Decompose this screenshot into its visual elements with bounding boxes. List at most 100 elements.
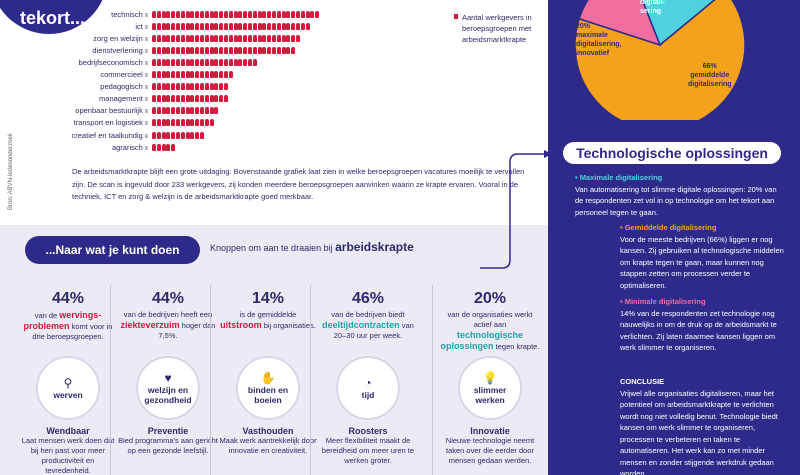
desc-highlight: uitstroom (220, 320, 262, 330)
lever-description: van de bedrijven biedt deeltijdcontracte… (318, 310, 418, 346)
person-icon (152, 95, 156, 103)
bar-agrarisch (152, 143, 176, 151)
person-icon (161, 58, 166, 66)
person-icon (166, 10, 171, 18)
person-icon (175, 119, 180, 127)
person-icon (199, 10, 204, 18)
max-block: • Maximale digitalisering Van automatise… (575, 172, 785, 218)
person-icon (185, 95, 190, 103)
person-icon (175, 10, 180, 18)
person-icon (152, 119, 156, 127)
person-icon (204, 71, 209, 78)
person-icon (152, 131, 156, 139)
person-icon (271, 34, 276, 42)
person-icon (166, 71, 171, 78)
person-icon (180, 71, 185, 78)
person-icon (238, 34, 243, 42)
desc-a: van de bedrijven heeft een (123, 310, 213, 319)
lever-button[interactable]: ◔ tijd (336, 356, 400, 420)
person-icon (180, 10, 185, 18)
person-icon (252, 10, 257, 18)
person-icon (252, 22, 257, 30)
subtitle-b: arbeidskrapte (335, 240, 414, 254)
lever-button[interactable]: 💡 slimmer werken (458, 356, 522, 420)
pie-slice-2 (578, 0, 662, 47)
lever-button-label: binden en boeien (247, 385, 289, 405)
lever-button[interactable]: ✋ binden en boeien (236, 356, 300, 420)
person-icon (214, 95, 219, 103)
person-icon (233, 46, 238, 54)
person-icon (180, 34, 185, 42)
person-icon (219, 46, 224, 54)
person-icon (257, 22, 262, 30)
person-icon (195, 22, 200, 30)
person-icon (190, 71, 195, 78)
person-icon (281, 22, 286, 30)
person-icon (305, 22, 310, 30)
bar-transport-en-logistiek (152, 119, 214, 127)
desc-b: komt voor in drie beroepsgroepen. (32, 322, 113, 341)
person-icon (161, 107, 166, 115)
person-icon (175, 46, 180, 54)
person-icon (171, 58, 176, 66)
chart-row: management (70, 93, 229, 105)
person-icon (228, 58, 233, 66)
desc-highlight: wervings-problemen (23, 310, 102, 331)
person-icon (243, 22, 248, 30)
person-icon (152, 107, 156, 115)
person-icon (238, 10, 243, 18)
person-icon (199, 107, 204, 115)
connector-arrow (480, 150, 552, 269)
person-icon (161, 46, 166, 54)
person-icon (219, 83, 224, 91)
category-label: dienstverlening (70, 46, 152, 55)
lever-name: Vasthouden (242, 426, 294, 436)
person-icon (180, 119, 185, 127)
category-label: technisch (70, 10, 152, 19)
person-icon (223, 34, 228, 42)
chart-row: transport en logistiek (70, 117, 214, 129)
person-icon (209, 10, 214, 18)
person-icon (166, 119, 171, 127)
lever-button[interactable]: ♥ welzijn en gezondheid (136, 356, 200, 420)
person-icon (214, 46, 219, 54)
person-icon (228, 34, 233, 42)
person-icon (199, 46, 204, 54)
person-icon (185, 10, 190, 18)
person-icon (152, 83, 156, 91)
chart-row: pedagogisch (70, 81, 229, 93)
person-icon (161, 10, 166, 18)
chart-row: ict (70, 20, 310, 32)
person-icon (286, 22, 291, 30)
person-icon (166, 34, 171, 42)
person-icon (156, 34, 161, 42)
pie-label-orange: 66% gemiddelde digitalisering (688, 63, 732, 88)
person-icon (185, 46, 190, 54)
person-icon (223, 22, 228, 30)
category-label: transport en logistiek (70, 118, 152, 127)
person-icon (171, 143, 176, 151)
person-icon (166, 107, 171, 115)
bar-technisch (152, 10, 320, 18)
person-icon (166, 22, 171, 30)
tech-title: Technologische oplossingen (563, 142, 781, 164)
column-divider (110, 285, 111, 475)
person-icon (243, 46, 248, 54)
category-label: ict (70, 22, 152, 31)
lever-button[interactable]: ⚲ werven (36, 356, 100, 420)
section-subtitle: Knoppen om aan te draaien bij arbeidskra… (210, 240, 414, 254)
bar-zorg-en-welzijn (152, 34, 301, 42)
person-icon (199, 95, 204, 103)
person-icon (267, 10, 272, 18)
person-icon (156, 10, 161, 18)
person-icon (152, 34, 156, 42)
max-text: Van automatisering tot slimme digitale o… (575, 184, 777, 217)
person-icon (190, 10, 195, 18)
person-icon (171, 22, 176, 30)
source-note: Bron: ABVN-ledenonderzoek (8, 133, 14, 210)
category-label: bedrijfseconomisch (70, 58, 152, 67)
person-icon (180, 107, 185, 115)
person-icon (195, 83, 200, 91)
person-icon (171, 46, 176, 54)
person-icon (209, 71, 214, 78)
